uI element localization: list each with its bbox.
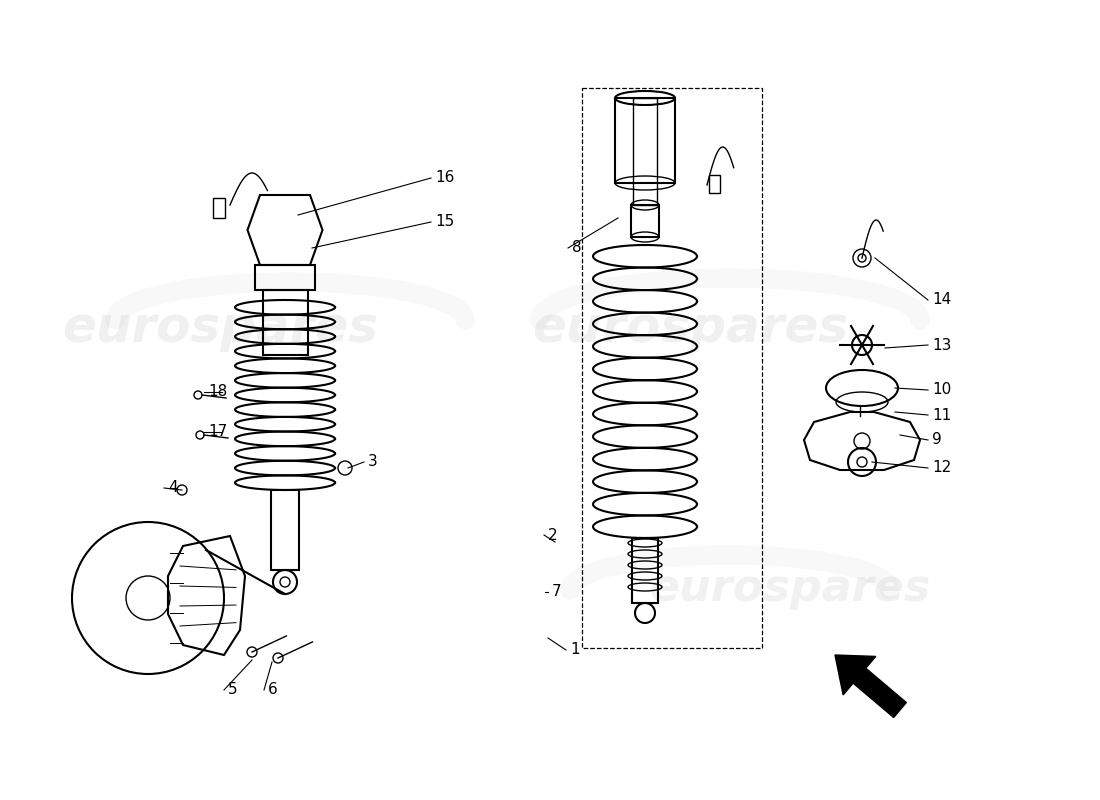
Text: 5: 5 xyxy=(228,682,238,698)
Text: 15: 15 xyxy=(434,214,454,230)
Text: 6: 6 xyxy=(268,682,277,698)
Text: eurospares: eurospares xyxy=(532,304,848,352)
Text: 2: 2 xyxy=(548,527,558,542)
Bar xyxy=(255,265,315,290)
Text: 4: 4 xyxy=(168,481,177,495)
Text: 13: 13 xyxy=(932,338,952,353)
Bar xyxy=(213,198,226,218)
Text: 18: 18 xyxy=(208,385,228,399)
Text: 9: 9 xyxy=(932,433,942,447)
Text: 10: 10 xyxy=(932,382,952,398)
Text: 11: 11 xyxy=(932,407,952,422)
Text: eurospares: eurospares xyxy=(649,566,931,610)
Polygon shape xyxy=(835,655,906,718)
Bar xyxy=(632,98,657,205)
Bar xyxy=(710,175,720,193)
Bar xyxy=(631,205,659,237)
Text: 1: 1 xyxy=(570,642,580,658)
Text: 8: 8 xyxy=(572,241,582,255)
Text: 3: 3 xyxy=(368,454,377,470)
Bar xyxy=(632,538,658,603)
Text: eurospares: eurospares xyxy=(62,304,378,352)
Bar xyxy=(263,290,308,355)
Text: 7: 7 xyxy=(552,585,562,599)
Text: 14: 14 xyxy=(932,293,952,307)
Text: 12: 12 xyxy=(932,461,952,475)
Text: 17: 17 xyxy=(208,425,228,439)
Bar xyxy=(615,98,675,183)
Text: 16: 16 xyxy=(434,170,454,186)
Bar xyxy=(271,490,299,570)
